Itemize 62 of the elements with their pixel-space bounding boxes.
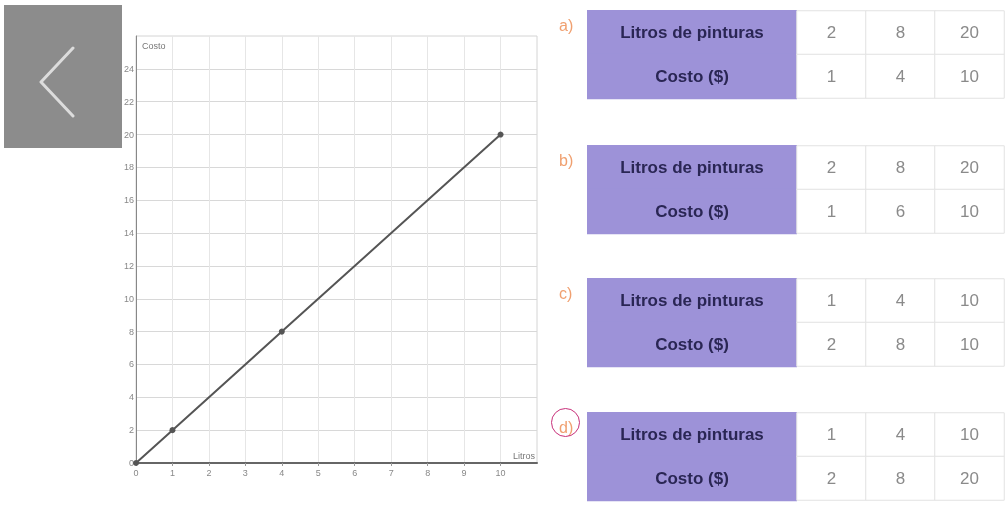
x-tick-label: 10 <box>495 467 506 478</box>
y-tick-label: Litros de pinturas <box>620 158 764 178</box>
data-label: 10 <box>960 201 979 221</box>
x-tick-label: 1 <box>169 467 175 478</box>
y-tick-label: 22 <box>123 96 134 107</box>
y-tick-label: Litros de pinturas <box>620 425 764 445</box>
y-tick-label: Litros de pinturas <box>620 291 764 311</box>
data-label: 10 <box>960 66 979 86</box>
point <box>497 131 504 138</box>
y-tick-label: 2 <box>128 425 134 436</box>
y-tick-label: 14 <box>123 228 134 239</box>
data-label: 1 <box>826 425 837 445</box>
y-tick-label: 6 <box>128 359 134 370</box>
data-label: 10 <box>960 291 979 311</box>
data-label: 10 <box>960 425 979 445</box>
y-tick-label: Litros de pinturas <box>620 23 764 43</box>
data-label: 1 <box>826 66 837 86</box>
x-tick-label: 5 <box>315 467 321 478</box>
data-label: 20 <box>960 23 979 43</box>
text: a) <box>559 16 574 34</box>
y-tick-label: 4 <box>128 392 134 403</box>
y-tick-label: 10 <box>123 293 134 304</box>
x-axis-title: Litros <box>512 450 536 461</box>
data-label: 6 <box>895 201 906 221</box>
data-label: 10 <box>960 334 979 354</box>
y-tick-label: 18 <box>123 162 134 173</box>
point <box>278 328 285 335</box>
x-tick-label: 6 <box>352 467 358 478</box>
data-label: 8 <box>895 158 906 178</box>
data-label: 4 <box>895 291 906 311</box>
text: b) <box>559 151 574 169</box>
y-tick-label: 20 <box>123 129 134 140</box>
y-tick-label: Costo ($) <box>655 334 729 354</box>
text: d) <box>559 418 574 436</box>
text: c) <box>559 284 573 302</box>
y-tick-label: 0 <box>128 458 134 468</box>
y-tick-label: 12 <box>123 260 134 271</box>
data-label: 4 <box>895 66 906 86</box>
x-tick-label: 9 <box>461 467 467 478</box>
x-tick-label: 4 <box>279 467 285 478</box>
data-label: 2 <box>826 23 837 43</box>
y-axis-title: Costo <box>142 40 166 51</box>
data-label: 2 <box>826 334 837 354</box>
point <box>169 427 176 434</box>
data-label: 1 <box>826 291 837 311</box>
x-tick-label: 8 <box>425 467 431 478</box>
y-tick-label: 24 <box>123 63 134 74</box>
data-label: 20 <box>960 158 979 178</box>
data-label: 8 <box>895 23 906 43</box>
y-tick-label: Costo ($) <box>655 201 729 221</box>
data-label: 8 <box>895 334 906 354</box>
x-tick-label: 7 <box>388 467 394 478</box>
data-label: 2 <box>826 158 837 178</box>
x-tick-label: 3 <box>242 467 248 478</box>
data-label: 20 <box>960 468 979 488</box>
y-tick-label: Costo ($) <box>655 66 729 86</box>
data-label: 4 <box>895 425 906 445</box>
x-tick-label: 2 <box>206 467 212 478</box>
y-tick-label: 8 <box>128 326 134 337</box>
y-tick-label: Costo ($) <box>655 468 729 488</box>
data-label: 1 <box>826 201 837 221</box>
y-tick-label: 16 <box>123 195 134 206</box>
